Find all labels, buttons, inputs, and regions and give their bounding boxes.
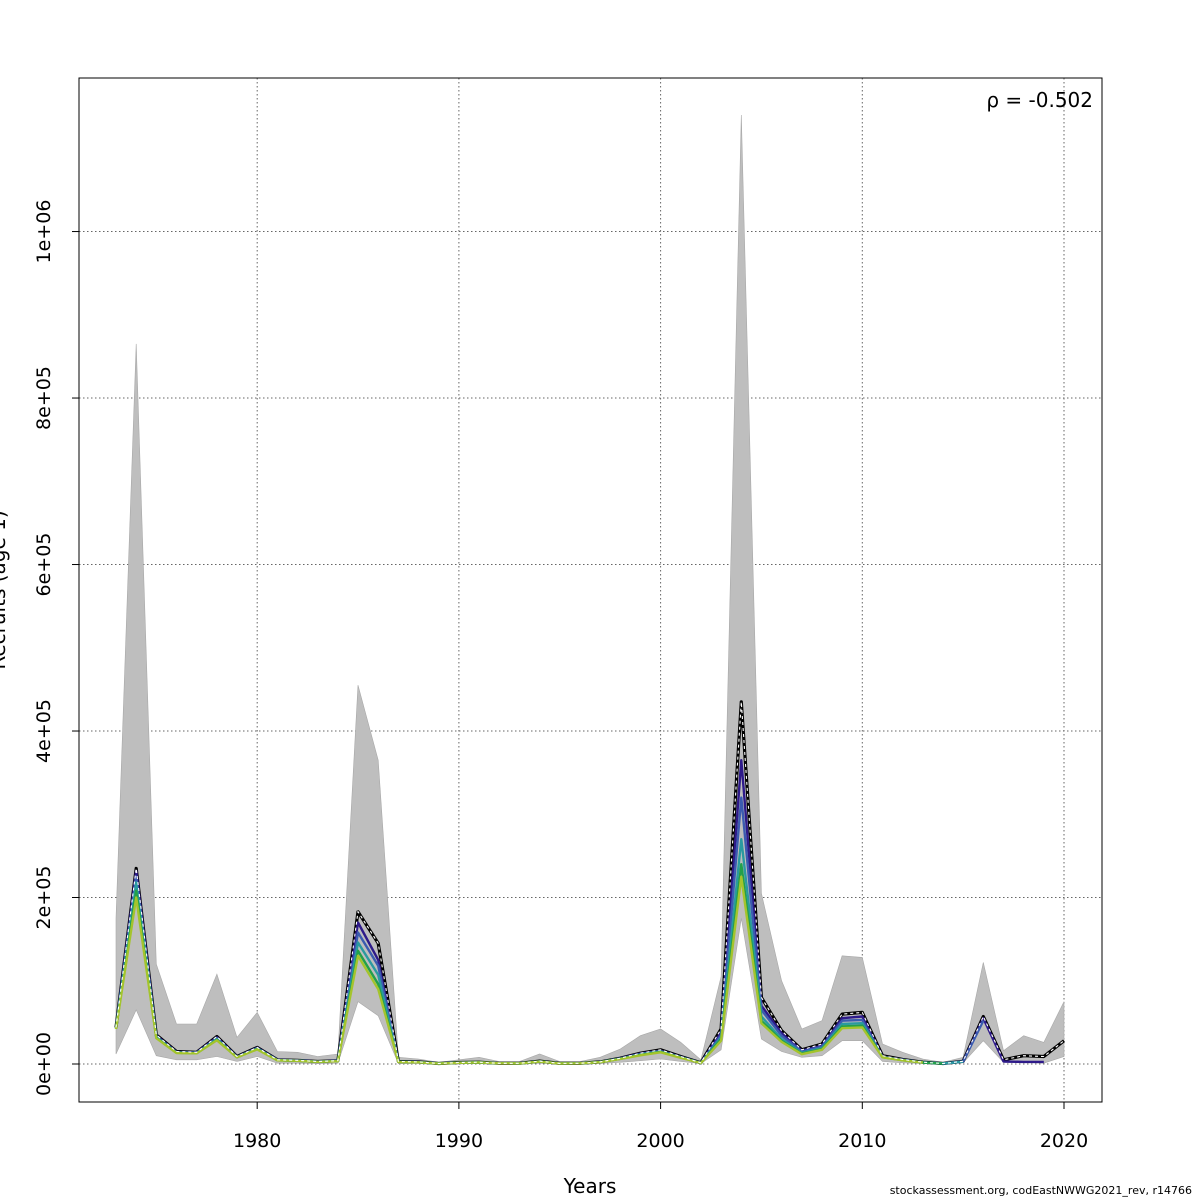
- plot-frame: [78, 77, 1103, 1103]
- axis-ticks: 1980 1990 2000 2010 2020 0e+00 2e+05 4e+05 6e+05…: [33, 200, 1088, 1152]
- confidence-band: [115, 114, 1065, 1065]
- y-tick-label: 8e+05: [33, 366, 55, 430]
- confidence-band-layer: [115, 114, 1065, 1065]
- x-tick-label: 2010: [838, 1130, 886, 1152]
- y-tick-label: 1e+06: [33, 200, 55, 264]
- y-axis-title: Recruits (age 1): [0, 510, 10, 669]
- y-tick-label: 2e+05: [33, 866, 55, 930]
- x-axis-title: Years: [563, 1174, 617, 1198]
- x-tick-label: 1980: [233, 1130, 281, 1152]
- y-tick-label: 6e+05: [33, 533, 55, 597]
- series-line-base-outline: [114, 700, 1065, 1066]
- series-line-base-dash: [115, 701, 1065, 1065]
- x-tick-label: 1990: [435, 1130, 483, 1152]
- footer-note: stockassessment.org, codEastNWWG2021_rev…: [889, 1184, 1192, 1197]
- series-layer: [114, 700, 1065, 1066]
- x-tick-label: 2000: [636, 1130, 684, 1152]
- rho-annotation: ρ = -0.502: [986, 88, 1093, 112]
- y-tick-label: 4e+05: [33, 699, 55, 763]
- series-line-peel-5: [114, 875, 923, 1065]
- grid-lines: [79, 78, 1102, 1102]
- y-tick-label: 0e+00: [33, 1032, 55, 1096]
- x-tick-label: 2020: [1040, 1130, 1088, 1152]
